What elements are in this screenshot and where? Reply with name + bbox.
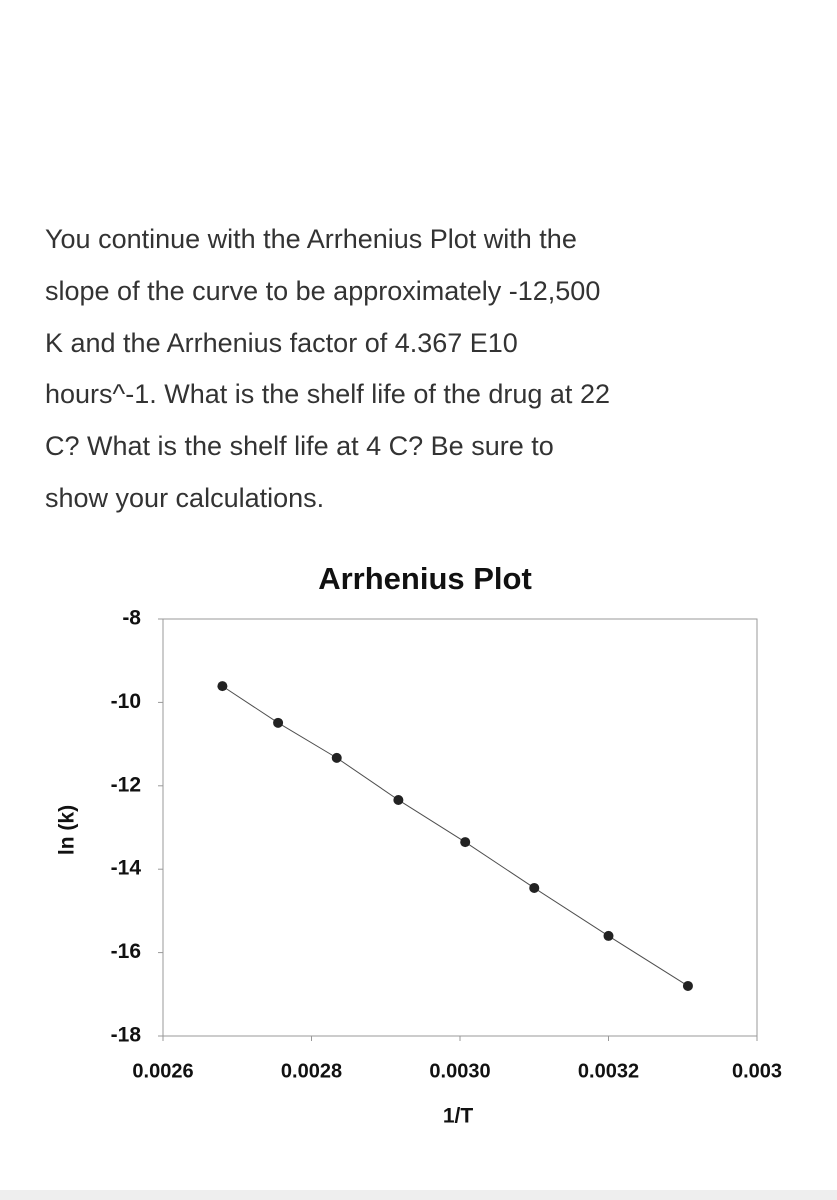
trend-line (222, 685, 689, 987)
y-axis-label: ln (k) (56, 805, 79, 855)
data-point (460, 837, 471, 848)
question-line: hours^-1. What is the shelf life of the … (45, 379, 610, 410)
y-tick-label: -8 (122, 607, 141, 630)
data-point (603, 930, 614, 941)
data-point (273, 717, 284, 728)
x-tick-label: 0.0028 (281, 1060, 342, 1082)
data-point (529, 882, 540, 893)
data-point (682, 980, 693, 991)
y-tick-label: -18 (111, 1024, 142, 1047)
x-tick-label: 0.003 (732, 1060, 782, 1082)
x-tick-label: 0.0032 (578, 1060, 639, 1082)
footer-bar (0, 1190, 837, 1200)
x-axis-label: 1/T (443, 1105, 474, 1128)
question-line: K and the Arrhenius factor of 4.367 E10 (45, 327, 518, 358)
data-point (331, 752, 342, 763)
question: You continue with the Arrhenius Plot wit… (45, 214, 610, 525)
chart-title: Arrhenius Plot (318, 561, 532, 596)
x-tick-label: 0.0030 (429, 1060, 490, 1082)
y-tick-label: -14 (111, 857, 142, 880)
question-line: show your calculations. (45, 482, 325, 513)
y-tick-label: -16 (111, 940, 141, 963)
question-line: slope of the curve to be approximately -… (45, 275, 601, 306)
data-point (217, 681, 228, 692)
data-point (393, 794, 404, 805)
question-line: C? What is the shelf life at 4 C? Be sur… (45, 431, 554, 462)
x-tick-label: 0.0026 (132, 1060, 193, 1082)
y-tick-label: -12 (111, 773, 141, 796)
question-line: You continue with the Arrhenius Plot wit… (45, 224, 577, 254)
y-tick-label: -10 (111, 690, 141, 713)
